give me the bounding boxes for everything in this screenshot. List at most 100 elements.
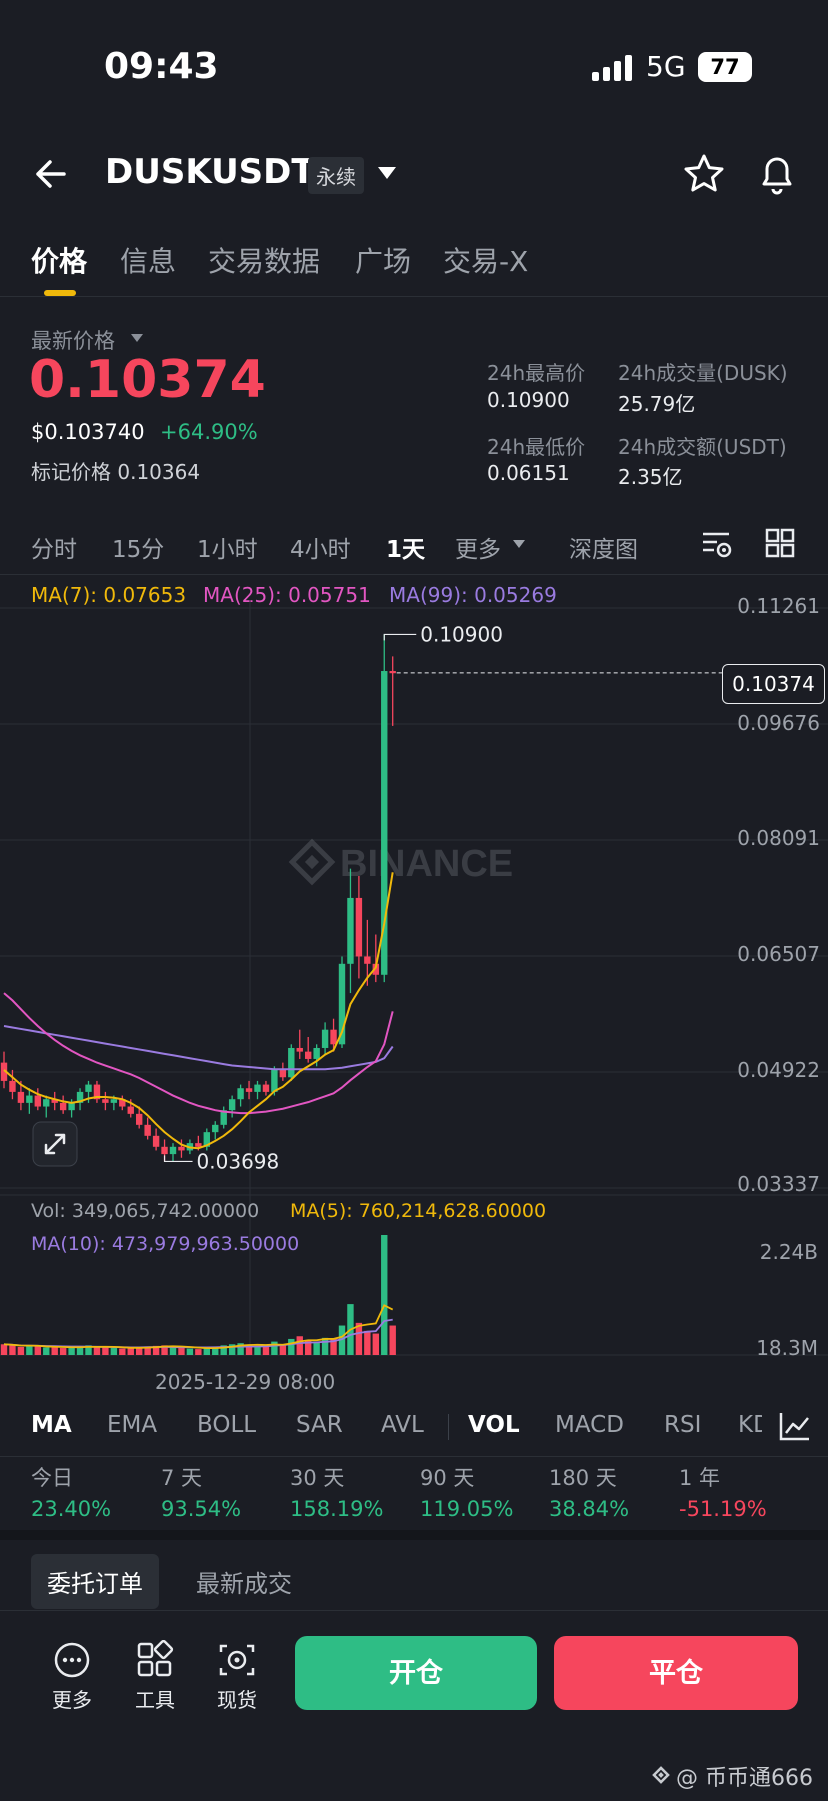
volume-ma5-legend: MA(5): 760,214,628.60000 xyxy=(290,1200,547,1222)
indicator-ema[interactable]: EMA xyxy=(107,1412,158,1438)
candle-body xyxy=(102,1099,109,1103)
volume-bar xyxy=(389,1325,396,1355)
volume-value: 25.79亿 xyxy=(618,392,696,416)
candle-body xyxy=(127,1106,134,1114)
tab-square[interactable]: 广场 xyxy=(355,245,412,278)
y-label: 0.04922 xyxy=(737,1058,820,1082)
tab-open-orders[interactable]: 委托订单 xyxy=(31,1554,159,1609)
y-label: 0.11261 xyxy=(737,594,820,618)
ma7-line xyxy=(3,872,394,1150)
chart-settings-icon[interactable] xyxy=(700,528,732,560)
candle-body xyxy=(0,1062,8,1081)
perf-value: 23.40% xyxy=(31,1497,112,1521)
spot-icon[interactable] xyxy=(215,1640,259,1680)
high-label: 24h最高价 xyxy=(487,361,586,385)
bottom-divider xyxy=(0,1610,828,1611)
perf-value: 119.05% xyxy=(420,1497,514,1521)
last-price-label[interactable]: 最新价格 xyxy=(31,329,115,353)
open-position-button[interactable]: 开仓 xyxy=(295,1636,537,1710)
indicator-boll[interactable]: BOLL xyxy=(197,1412,257,1438)
perf-label: 7 天 xyxy=(161,1466,203,1490)
candle-body xyxy=(68,1102,75,1111)
volume-bar xyxy=(338,1325,346,1355)
candle-body xyxy=(220,1110,227,1125)
tools-icon[interactable] xyxy=(133,1640,177,1680)
volume-bar xyxy=(127,1348,134,1355)
turnover-value: 2.35亿 xyxy=(618,465,683,489)
svg-text:BINANCE: BINANCE xyxy=(340,843,513,885)
candle-body xyxy=(161,1146,168,1155)
candle-body xyxy=(228,1099,236,1111)
interval-timeline[interactable]: 分时 xyxy=(31,537,77,563)
volume-bar xyxy=(85,1345,92,1355)
close-position-button[interactable]: 平仓 xyxy=(554,1636,798,1710)
caret-down-icon[interactable] xyxy=(130,333,144,343)
indicator-macd[interactable]: MACD xyxy=(555,1412,624,1438)
price-chart[interactable]: BINANCE 0.10900 0.03698 xyxy=(0,600,828,1370)
perf-value: 158.19% xyxy=(290,1497,384,1521)
low-annotation: 0.03698 xyxy=(197,1149,280,1173)
volume-bar xyxy=(195,1349,202,1355)
y-label: 0.06507 xyxy=(737,942,820,966)
caret-down-icon[interactable] xyxy=(376,165,398,181)
candle-body xyxy=(296,1047,303,1052)
y-label: 0.03337 xyxy=(737,1172,820,1196)
volume-ma10-legend: MA(10): 473,979,963.50000 xyxy=(31,1233,300,1255)
candle-body xyxy=(34,1095,41,1107)
candle-body xyxy=(178,1146,185,1151)
interval-more[interactable]: 更多 xyxy=(455,537,501,563)
indicator-avl[interactable]: AVL xyxy=(381,1412,424,1438)
volume-bar xyxy=(178,1348,185,1355)
tools-label[interactable]: 工具 xyxy=(135,1688,175,1712)
candle-body xyxy=(330,1029,337,1045)
tab-info[interactable]: 信息 xyxy=(120,245,177,278)
back-arrow-icon[interactable] xyxy=(30,152,74,196)
more-icon[interactable] xyxy=(50,1640,94,1680)
perf-label: 1 年 xyxy=(679,1466,721,1490)
ma99-legend: MA(99): 0.05269 xyxy=(389,583,557,607)
volume-bar xyxy=(17,1346,25,1355)
indicator-chart-icon[interactable] xyxy=(778,1410,812,1442)
star-icon[interactable] xyxy=(682,152,726,196)
caret-down-icon[interactable] xyxy=(512,539,526,549)
candle-body xyxy=(381,671,388,975)
more-label[interactable]: 更多 xyxy=(52,1688,92,1712)
tab-latest-trades[interactable]: 最新成交 xyxy=(196,1570,292,1598)
interval-depth[interactable]: 深度图 xyxy=(569,537,638,563)
bell-icon[interactable] xyxy=(754,150,800,196)
symbol-title[interactable]: DUSKUSDT xyxy=(105,152,315,192)
interval-4h[interactable]: 4小时 xyxy=(290,537,351,563)
ma25-line xyxy=(3,992,394,1115)
network-label: 5G xyxy=(646,50,686,83)
tab-trade-x[interactable]: 交易-X xyxy=(443,245,529,278)
indicator-ma[interactable]: MA xyxy=(31,1412,72,1438)
candle-body xyxy=(110,1099,118,1103)
volume-bar xyxy=(305,1340,312,1355)
volume-bar xyxy=(43,1347,50,1355)
interval-1h[interactable]: 1小时 xyxy=(197,537,258,563)
current-price-tag[interactable]: 0.10374 xyxy=(722,664,825,704)
grid-layout-icon[interactable] xyxy=(765,528,795,558)
indicator-divider xyxy=(0,1456,828,1457)
candle-body xyxy=(321,1029,329,1048)
indicator-sar[interactable]: SAR xyxy=(296,1412,343,1438)
volume-bar xyxy=(152,1345,160,1355)
expand-icon[interactable] xyxy=(32,1121,78,1167)
indicator-rsi[interactable]: RSI xyxy=(664,1412,702,1438)
candle-body xyxy=(51,1099,58,1103)
tab-trading-data[interactable]: 交易数据 xyxy=(208,245,321,278)
indicator-kd[interactable]: KD xyxy=(738,1412,762,1438)
candle-body xyxy=(169,1146,177,1155)
high-annotation-line xyxy=(383,633,417,641)
volume-ma5-line xyxy=(3,1304,394,1350)
volume-legend: Vol: 349,065,742.00000 xyxy=(31,1200,260,1222)
volume-bar xyxy=(203,1348,210,1355)
candle-body xyxy=(372,963,379,975)
interval-1d[interactable]: 1天 xyxy=(386,537,426,563)
spot-label[interactable]: 现货 xyxy=(217,1688,257,1712)
volume-bar xyxy=(313,1341,320,1355)
interval-15m[interactable]: 15分 xyxy=(112,537,165,563)
indicator-vol[interactable]: VOL xyxy=(468,1412,520,1438)
tab-price[interactable]: 价格 xyxy=(31,245,88,278)
candle-body xyxy=(59,1102,67,1111)
